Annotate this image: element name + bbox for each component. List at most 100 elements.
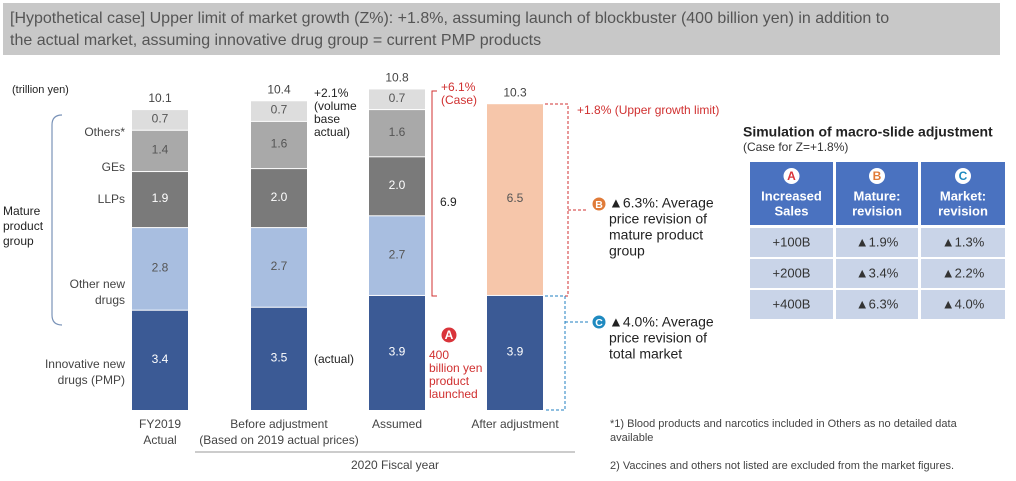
- bar-segment: [487, 295, 543, 410]
- brace-label: Mature: [3, 204, 41, 218]
- table-title: Simulation of macro-slide adjustment: [743, 124, 993, 140]
- unit: (trillion yen): [12, 84, 69, 96]
- annotation: (actual): [314, 352, 354, 366]
- value-label: 2.0: [389, 178, 406, 192]
- bar-segment: [251, 169, 307, 228]
- table-header: revision: [852, 203, 902, 218]
- bar-segment: [369, 157, 425, 216]
- annotation: (Case): [441, 93, 477, 107]
- value-label: 3.9: [389, 345, 406, 359]
- table-header: revision: [938, 203, 988, 218]
- group-label: 2020 Fiscal year: [351, 458, 439, 472]
- total-label: 10.3: [503, 85, 527, 99]
- bar-segment: [251, 121, 307, 169]
- title-box: [3, 3, 1000, 55]
- value-label: 1.9: [152, 191, 169, 205]
- letter-badge: [591, 196, 607, 212]
- letter-badge: [955, 168, 971, 184]
- letter: A: [787, 169, 796, 183]
- table-subtitle: (Case for Z=+1.8%): [743, 140, 848, 154]
- letter-badge: [869, 168, 885, 184]
- table-cell-text: ▲3.4%: [856, 265, 899, 280]
- bar-segment: [132, 310, 188, 410]
- x-tick-label: FY2019: [139, 417, 181, 431]
- value-label: 1.4: [152, 143, 169, 157]
- table-header: Sales: [775, 203, 809, 218]
- table-header: Market:: [940, 188, 986, 203]
- bar-segment: [251, 228, 307, 307]
- letter-badge: [591, 314, 607, 330]
- legend-label: GEs: [102, 160, 125, 174]
- bar-segment: [132, 130, 188, 172]
- table-cell: [921, 259, 1005, 288]
- footnote: available: [610, 432, 653, 444]
- value-label: 3.4: [152, 352, 169, 366]
- brace-label: group: [3, 234, 34, 248]
- table-cell-text: +100B: [773, 234, 811, 249]
- annotation: launched: [429, 387, 478, 401]
- table-header: Increased: [761, 188, 822, 203]
- bar-segment: [251, 101, 307, 121]
- legend-label: Others*: [84, 125, 125, 139]
- bar-segment: [487, 104, 543, 295]
- value-label: 3.5: [271, 351, 288, 365]
- bar-segment: [369, 295, 425, 410]
- annotation: mature product: [609, 227, 703, 243]
- total-label: 10.8: [385, 71, 409, 85]
- letter: C: [959, 169, 968, 183]
- legend-label: drugs (PMP): [58, 373, 125, 387]
- upper-bracket: [545, 103, 569, 297]
- value-label: 6.5: [507, 191, 524, 205]
- table-cell-text: ▲6.3%: [856, 296, 899, 311]
- annotation: base: [314, 112, 340, 126]
- legend-label: Other new: [70, 277, 126, 291]
- table-cell-text: +400B: [773, 296, 811, 311]
- annotation: product: [429, 374, 470, 388]
- annotation: group: [609, 243, 645, 259]
- annotation: price revision of: [609, 330, 707, 346]
- value-label: 2.7: [271, 259, 288, 273]
- table-cell-text: ▲2.2%: [942, 265, 985, 280]
- value-label: 2.8: [152, 261, 169, 275]
- x-tick-label: Before adjustment: [230, 417, 328, 431]
- annotation: +2.1%: [314, 86, 349, 100]
- table-cell-text: ▲4.0%: [942, 296, 985, 311]
- value-label: 1.6: [389, 125, 406, 139]
- annotation: +6.1%: [441, 80, 476, 94]
- table-cell: [750, 290, 833, 319]
- bar-segment: [369, 89, 425, 110]
- table-cell: [921, 290, 1005, 319]
- case-bracket: [431, 90, 437, 297]
- total-label: 10.4: [267, 82, 291, 96]
- total-bracket: [545, 295, 566, 411]
- value-label: 0.7: [271, 103, 288, 117]
- x-tick-label: Assumed: [372, 417, 422, 431]
- table-cell: [836, 259, 918, 288]
- legend-label: LLPs: [98, 192, 125, 206]
- annotation: ▲6.3%: Average: [609, 195, 714, 211]
- annotation: 400: [429, 348, 449, 362]
- title: the actual market, assuming innovative d…: [10, 32, 541, 49]
- brace-label: product: [3, 219, 44, 233]
- value-label: 0.7: [152, 112, 169, 126]
- letter: B: [595, 199, 603, 211]
- x-tick-label: (Based on 2019 actual prices): [199, 433, 358, 447]
- bar-segment: [369, 216, 425, 295]
- annotation: 6.9: [440, 195, 457, 209]
- value-label: 2.0: [271, 190, 288, 204]
- table-cell: [750, 228, 833, 257]
- annotation: total market: [609, 346, 682, 362]
- letter-badge: [783, 168, 800, 184]
- bar-segment: [369, 110, 425, 157]
- annotation: +1.8% (Upper growth limit): [577, 103, 719, 117]
- table-cell-text: ▲1.9%: [856, 234, 899, 249]
- value-label: 0.7: [389, 91, 406, 105]
- annotation: price revision of: [609, 211, 707, 227]
- table-cell: [750, 259, 833, 288]
- total-label: 10.1: [148, 91, 172, 105]
- footnote: 2) Vaccines and others not listed are ex…: [610, 460, 954, 472]
- table-cell-text: ▲1.3%: [942, 234, 985, 249]
- bar-segment: [132, 172, 188, 228]
- value-label: 3.9: [507, 345, 524, 359]
